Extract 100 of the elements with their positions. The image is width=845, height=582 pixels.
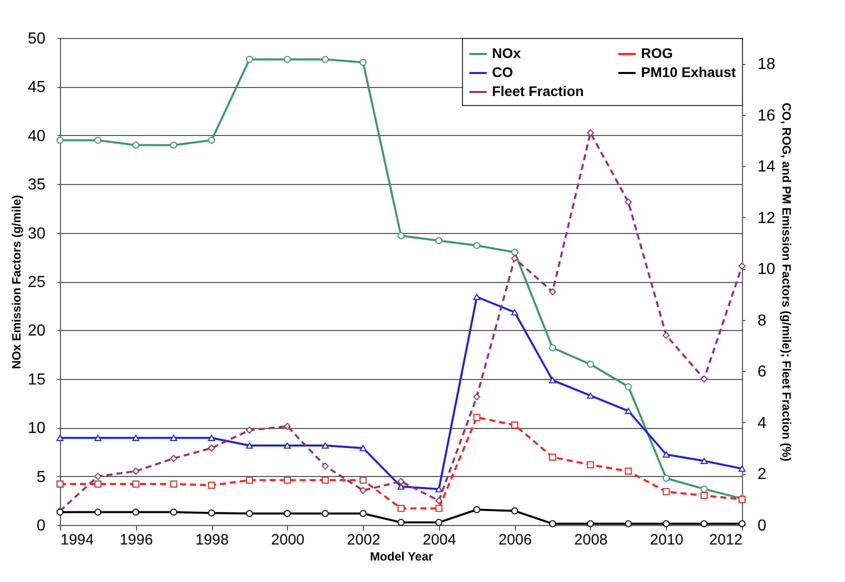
point <box>360 58 367 66</box>
legend-label: ROG <box>641 45 673 61</box>
point <box>511 254 518 262</box>
y-tick-label: 50 <box>28 30 46 48</box>
point <box>170 480 178 488</box>
point <box>473 414 480 421</box>
point <box>208 136 216 144</box>
point <box>284 422 291 430</box>
point <box>549 288 556 296</box>
x-tick-label: 1994 <box>60 532 94 548</box>
point <box>208 509 216 516</box>
point <box>398 483 404 490</box>
point <box>700 492 708 500</box>
point <box>549 377 556 384</box>
y2-tick-label: 4 <box>758 414 766 432</box>
point <box>511 309 518 316</box>
y2-tick-label: 8 <box>758 312 766 330</box>
point <box>246 476 253 484</box>
point <box>170 142 178 149</box>
y2-tick-label: 16 <box>758 107 776 124</box>
y-tick-label: 45 <box>28 79 46 96</box>
point <box>700 485 708 492</box>
y-tick-label: 25 <box>28 274 46 291</box>
point <box>700 458 708 464</box>
point <box>662 451 670 458</box>
point <box>435 486 442 492</box>
legend-label: CO <box>492 64 514 80</box>
y-tick-label: 20 <box>28 322 46 340</box>
point <box>284 476 291 484</box>
y-tick-label: 15 <box>28 371 46 388</box>
point <box>132 434 140 441</box>
point <box>511 248 518 256</box>
point <box>473 393 480 400</box>
point <box>700 375 708 382</box>
y2-tick-label: 2 <box>758 466 766 484</box>
x-tick-label: 1998 <box>195 532 229 548</box>
point <box>586 520 594 528</box>
x-tick-label: 2006 <box>498 532 532 548</box>
point <box>586 129 594 136</box>
point <box>398 478 404 485</box>
y2-tick-label: 14 <box>758 158 776 176</box>
point <box>94 480 102 488</box>
point <box>360 476 367 484</box>
point <box>586 461 594 468</box>
point <box>94 434 102 441</box>
y-tick-label: 5 <box>36 468 46 486</box>
y2-axis-title: CO, ROG, and PM Emission Factors (g/mile); Fleet Fraction (%) <box>779 102 794 462</box>
x-tick-label: 2012 <box>709 532 742 548</box>
y-tick-label: 10 <box>28 420 46 438</box>
y2-tick-label: 10 <box>758 261 776 278</box>
x-tick-label: 2010 <box>650 532 684 548</box>
point <box>360 445 367 452</box>
y-tick-label: 40 <box>28 128 46 145</box>
point <box>398 232 404 240</box>
y2-tick-label: 12 <box>758 210 776 227</box>
point <box>208 444 216 452</box>
point <box>398 518 404 526</box>
point <box>738 262 746 270</box>
legend-label: PM10 Exhaust <box>641 64 736 80</box>
point <box>511 507 518 514</box>
point <box>170 434 178 441</box>
point <box>208 482 216 489</box>
point <box>322 510 329 517</box>
x-tick-label: 2008 <box>574 532 608 548</box>
point <box>170 508 178 516</box>
point <box>246 56 253 63</box>
point <box>284 510 291 517</box>
point <box>56 136 64 144</box>
point <box>586 360 594 368</box>
point <box>549 454 556 461</box>
point <box>246 442 253 449</box>
point <box>549 520 556 528</box>
point <box>360 510 367 517</box>
x-tick-label: 2000 <box>271 532 305 548</box>
point <box>132 508 140 516</box>
point <box>549 344 556 352</box>
point <box>435 497 442 504</box>
point <box>246 426 253 434</box>
point <box>94 508 102 516</box>
point <box>435 518 442 526</box>
point <box>56 480 64 488</box>
y2-tick-label: 18 <box>758 56 776 74</box>
y-tick-label: 30 <box>28 225 46 242</box>
point <box>624 383 632 390</box>
point <box>132 142 140 149</box>
point <box>624 408 632 414</box>
legend-label: NOx <box>492 45 521 61</box>
point <box>322 442 329 449</box>
point <box>624 520 632 528</box>
point <box>170 454 178 462</box>
point <box>738 520 746 528</box>
x-tick-label: 2002 <box>346 532 380 548</box>
point <box>94 136 102 144</box>
point <box>662 474 670 482</box>
point <box>586 392 594 399</box>
point <box>662 488 670 496</box>
point <box>473 242 480 249</box>
y2-tick-label: 6 <box>758 364 766 381</box>
x-tick-label: 1996 <box>120 532 153 548</box>
y-axis-title: NOx Emission Factors (g/mile) <box>10 194 24 370</box>
